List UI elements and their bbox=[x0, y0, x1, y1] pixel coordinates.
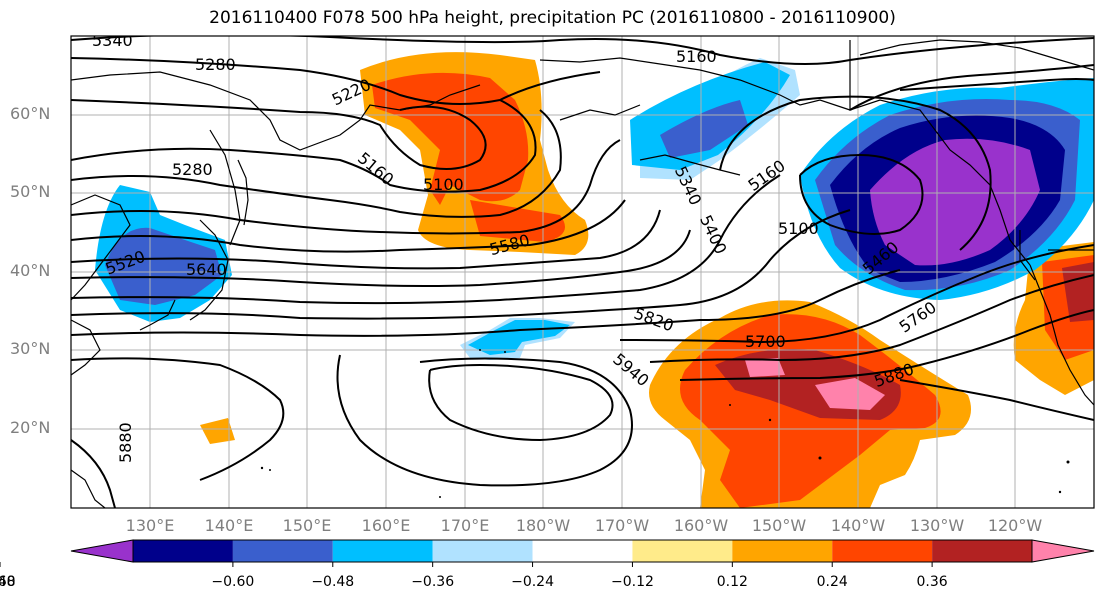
lat-label: 20°N bbox=[10, 418, 51, 437]
lon-label: 120°W bbox=[987, 516, 1043, 535]
precip-negative-japan bbox=[95, 185, 232, 322]
contour-label: 5100 bbox=[423, 175, 464, 194]
colorbar-tick-label: −0.36 bbox=[411, 574, 455, 590]
coastlines bbox=[71, 39, 1094, 508]
lon-label: 170°W bbox=[594, 516, 650, 535]
colorbar-extend-low bbox=[70, 539, 134, 563]
lat-label: 40°N bbox=[10, 261, 51, 280]
lon-label: 150°W bbox=[751, 516, 807, 535]
contour-label: 5640 bbox=[186, 260, 227, 279]
lon-label: 170°E bbox=[440, 516, 490, 535]
lon-label: 130°E bbox=[125, 516, 175, 535]
colorbar-segment bbox=[332, 540, 433, 562]
colorbar-tick-label: −0.48 bbox=[311, 574, 355, 590]
lon-label: 140°E bbox=[204, 516, 254, 535]
contour-label: 5280 bbox=[195, 55, 236, 74]
colorbar-tick-label: 0.48 bbox=[0, 574, 16, 590]
contour-label: 5100 bbox=[778, 219, 819, 238]
contour-label: 5280 bbox=[172, 160, 213, 179]
lon-label: 180°W bbox=[515, 516, 571, 535]
contour-label: 5160 bbox=[676, 47, 717, 66]
lon-label: 130°W bbox=[909, 516, 965, 535]
colorbar-extend-high bbox=[1031, 539, 1095, 563]
colorbar-tick-label: 0.24 bbox=[816, 574, 848, 590]
colorbar-segment bbox=[232, 540, 333, 562]
island-dots bbox=[260, 349, 1070, 498]
colorbar-segment bbox=[732, 540, 833, 562]
lon-label: 160°E bbox=[361, 516, 411, 535]
lat-label: 30°N bbox=[10, 339, 51, 358]
contour-label: 5880 bbox=[116, 422, 135, 463]
contour-label: 5700 bbox=[745, 332, 786, 351]
height-contours bbox=[71, 36, 1094, 508]
colorbar-tick-label: −0.12 bbox=[610, 574, 654, 590]
map-title: 2016110400 F078 500 hPa height, precipit… bbox=[209, 8, 896, 28]
colorbar-tick-label: 0.36 bbox=[916, 574, 948, 590]
colorbar-tick-label: −0.60 bbox=[211, 574, 255, 590]
colorbar-tick-label: 0.12 bbox=[716, 574, 748, 590]
colorbar-segment bbox=[532, 540, 633, 562]
colorbar-tick-label: 0.60 bbox=[0, 574, 16, 590]
precip-positive-north-pacific bbox=[360, 52, 589, 256]
colorbar-segment bbox=[832, 540, 933, 562]
map-frame bbox=[70, 35, 1095, 509]
colorbar-segment bbox=[632, 540, 733, 562]
contour-label: 5340 bbox=[92, 31, 133, 50]
colorbar-segment bbox=[932, 540, 1032, 562]
lon-label: 150°E bbox=[282, 516, 332, 535]
colorbar-segment bbox=[133, 540, 233, 562]
lat-label: 60°N bbox=[10, 104, 51, 123]
lon-label: 160°W bbox=[673, 516, 729, 535]
colorbar-frame bbox=[132, 539, 1033, 563]
colorbar-tick-label: −0.24 bbox=[511, 574, 554, 590]
colorbar-segment bbox=[432, 540, 533, 562]
lon-label: 140°W bbox=[830, 516, 886, 535]
graticule bbox=[71, 36, 1094, 508]
precip-positive-subtropics bbox=[200, 300, 972, 508]
lat-label: 50°N bbox=[10, 182, 51, 201]
